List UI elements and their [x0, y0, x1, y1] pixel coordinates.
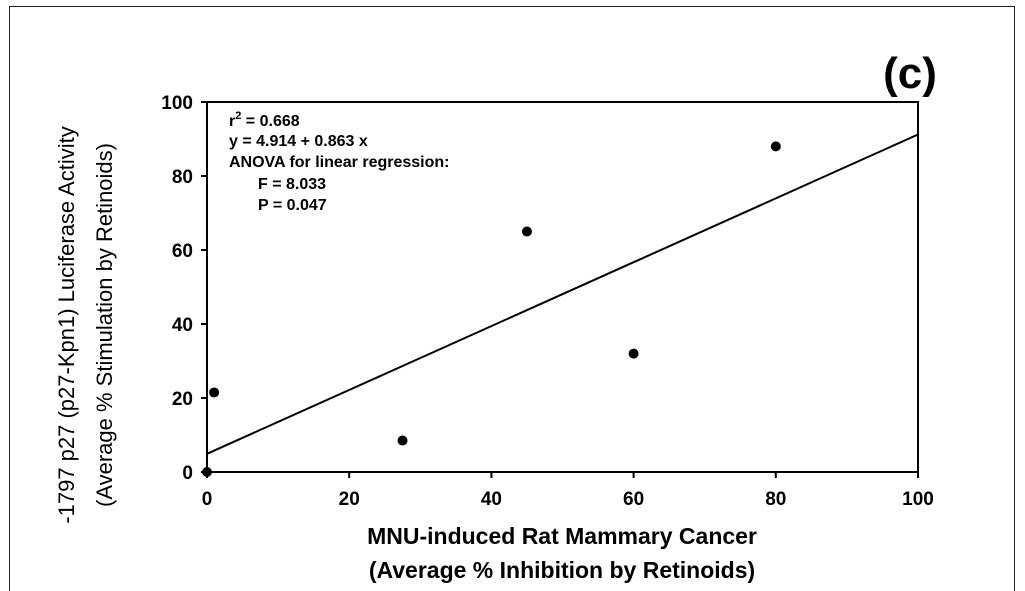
regression-line [206, 133, 919, 455]
x-tick-label: 80 [765, 489, 786, 510]
x-tick-label: 60 [623, 489, 644, 510]
y-tick-label: 60 [172, 241, 193, 262]
plot-border [206, 101, 919, 473]
y-tick-label: 100 [161, 93, 193, 114]
x-tick-label: 100 [902, 489, 934, 510]
data-point [202, 467, 212, 477]
data-point [209, 387, 220, 398]
r-squared-annotation: r2 = 0.668 [229, 110, 300, 130]
x-axis-title-line2: (Average % Inhibition by Retinoids) [369, 557, 755, 583]
data-point [397, 435, 408, 446]
data-point [770, 141, 781, 152]
x-axis-title-line1: MNU-induced Rat Mammary Cancer [367, 523, 757, 549]
y-axis-title-line1: -1797 p27 (p27-Kpn1) Luciferase Activity [54, 126, 79, 523]
panel-label: (c) [883, 49, 937, 98]
regression-equation: y = 4.914 + 0.863 x [229, 133, 368, 150]
f-statistic: F = 8.033 [258, 176, 326, 193]
plot-area [206, 101, 919, 473]
x-tick-label: 0 [202, 489, 213, 510]
y-tick-label: 20 [172, 389, 193, 410]
anova-label: ANOVA for linear regression: [229, 154, 450, 171]
data-point [521, 226, 532, 237]
y-tick-label: 0 [182, 463, 193, 484]
y-tick-label: 80 [172, 167, 193, 188]
x-tick-label: 20 [339, 489, 360, 510]
data-point [628, 348, 639, 359]
y-axis-title-line2: (Average % Stimulation by Retinoids) [92, 143, 117, 507]
x-tick-label: 40 [481, 489, 502, 510]
p-value: P = 0.047 [258, 197, 327, 214]
axis-ticks: 0 20 40 60 80 100 0 20 40 60 80 100 [161, 93, 934, 510]
figure-frame [9, 6, 1015, 591]
data-points [202, 141, 781, 477]
y-tick-label: 40 [172, 315, 193, 336]
